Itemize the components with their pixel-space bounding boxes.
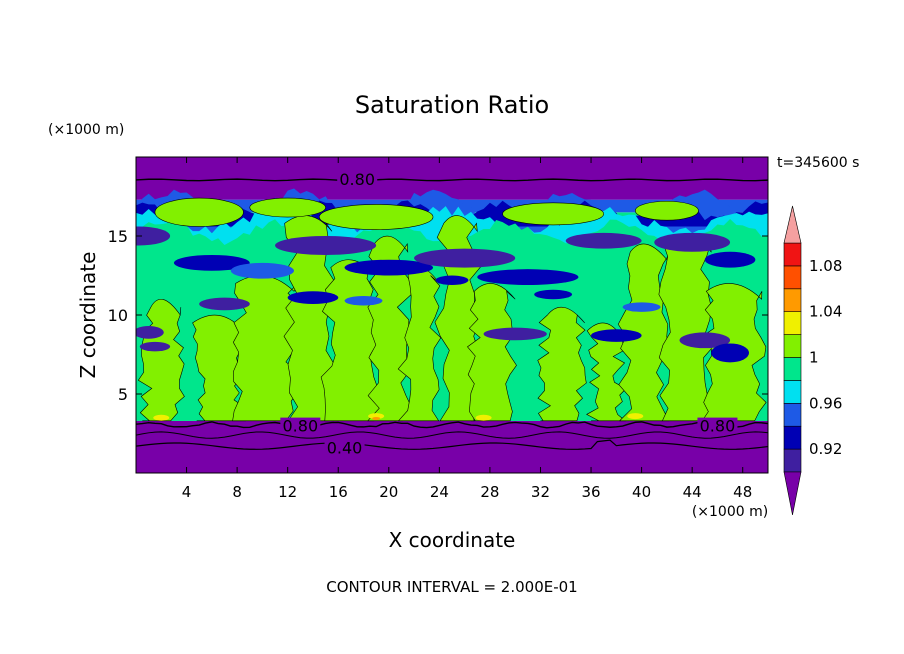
- contour-0-60-bottom: [136, 431, 768, 439]
- z-unit-label: (×1000 m): [48, 122, 124, 138]
- colorbar-swatch-9: [783, 242, 802, 267]
- dry-streak-0: [136, 226, 171, 246]
- dry-streak-3: [275, 236, 377, 255]
- x-tick-label-10: 44: [683, 483, 702, 501]
- x-tick-label-1: 8: [232, 483, 242, 501]
- upper-cloud-patch-1: [318, 204, 434, 230]
- y-axis-label: Z coordinate: [76, 252, 100, 379]
- x-axis: 4 8 12 16 20 24 28 32 36 40 44 48: [182, 157, 752, 501]
- dry-streak-21: [435, 275, 469, 285]
- y-axis: 5 10 15: [108, 227, 768, 404]
- dry-streak-17: [139, 341, 171, 352]
- dry-streak-1: [173, 254, 250, 271]
- x-tick-label-0: 4: [182, 483, 192, 501]
- contour-0-40-bottom: [136, 439, 768, 450]
- colorbar-swatch-0: [783, 448, 802, 473]
- x-unit-label: (×1000 m): [692, 504, 768, 520]
- colorbar-swatch-6: [783, 311, 802, 335]
- contour-label-2: 0.80: [700, 417, 736, 436]
- contour-label-0: 0.80: [339, 170, 375, 189]
- colorbar-label-1: 1.04: [809, 303, 842, 321]
- x-tick-label-11: 48: [733, 483, 752, 501]
- dry-streak-13: [591, 329, 642, 342]
- cloud-column-10: [586, 322, 627, 422]
- colorbar-label-4: 0.92: [809, 440, 842, 458]
- cloud-column-9: [537, 306, 587, 422]
- colorbar-over-arrow: [783, 205, 802, 244]
- supersaturated-spot-0: [368, 413, 385, 420]
- upper-cloud-patch-4: [249, 197, 326, 218]
- y-tick-label-1: 10: [108, 306, 128, 325]
- dry-streak-20: [534, 289, 573, 300]
- supersaturated-core: [372, 416, 381, 420]
- colorbar: 1.08 1.04 1 0.96 0.92: [783, 205, 842, 516]
- contour-interval-footer: CONTOUR INTERVAL = 2.000E-01: [326, 578, 577, 596]
- dry-streak-10: [199, 297, 250, 311]
- dry-streak-8: [654, 232, 731, 252]
- contour-label-3: 0.40: [327, 439, 363, 458]
- dry-streak-9: [704, 251, 756, 268]
- contour-label-bg-0: [337, 171, 378, 188]
- dry-streak-4: [344, 259, 434, 276]
- contour-label-1: 0.80: [283, 417, 319, 436]
- dry-streak-18: [344, 296, 383, 306]
- colorbar-swatch-4: [783, 357, 802, 381]
- x-tick-label-7: 32: [531, 483, 550, 501]
- x-tick-label-5: 24: [430, 483, 449, 501]
- dry-streak-7: [565, 232, 642, 249]
- cloud-column-3: [283, 215, 337, 422]
- contour-label-bg-1: [280, 417, 321, 434]
- upper-cloud-patch-3: [634, 200, 699, 221]
- x-tick-label-9: 40: [632, 483, 651, 501]
- chart-title: Saturation Ratio: [355, 91, 549, 119]
- upper-cloud-patch-2: [502, 202, 604, 226]
- dry-streak-11: [287, 291, 339, 304]
- time-label: t=345600 s: [777, 155, 859, 171]
- colorbar-swatch-5: [783, 334, 802, 358]
- colorbar-label-2: 1: [809, 349, 819, 367]
- contour-labels: 0.80 0.80 0.80 0.40: [280, 170, 738, 458]
- dry-streak-16: [136, 326, 164, 339]
- dry-streak-19: [622, 302, 661, 312]
- contour-label-bg-2: [697, 417, 738, 434]
- contour-0-80-bottom: [136, 421, 768, 429]
- dry-streak-2: [230, 262, 294, 279]
- x-tick-label-8: 36: [581, 483, 600, 501]
- colorbar-swatch-1: [783, 425, 802, 450]
- x-tick-label-2: 12: [278, 483, 297, 501]
- dry-streak-6: [477, 269, 579, 285]
- dry-streak-15: [711, 343, 750, 363]
- cloud-column-8: [467, 283, 517, 422]
- contour-0-80-top: [136, 178, 768, 182]
- contour-field: [136, 157, 768, 473]
- x-tick-label-3: 16: [329, 483, 348, 501]
- colorbar-swatch-3: [783, 380, 802, 404]
- contour-label-bg-3: [324, 439, 365, 456]
- colorbar-swatch-7: [783, 288, 802, 312]
- cloud-column-5: [367, 235, 413, 422]
- colorbar-label-0: 1.08: [809, 257, 842, 275]
- x-tick-label-6: 28: [480, 483, 499, 501]
- x-tick-label-4: 20: [379, 483, 398, 501]
- band-3: [136, 157, 768, 200]
- upper-cloud-patch-0: [154, 197, 244, 227]
- dry-streak-12: [483, 327, 547, 341]
- x-axis-label: X coordinate: [389, 528, 516, 552]
- colorbar-swatch-2: [783, 402, 802, 427]
- supersaturated-spot-2: [153, 414, 170, 421]
- supersaturated-spot-1: [627, 413, 644, 420]
- dry-streak-14: [679, 332, 731, 349]
- contour-lines: [136, 178, 768, 450]
- colorbar-label-3: 0.96: [809, 394, 842, 412]
- dry-streak-5: [414, 248, 516, 268]
- colorbar-swatch-8: [783, 265, 802, 290]
- colorbar-under-arrow: [783, 471, 802, 516]
- supersaturated-spot-3: [475, 414, 492, 421]
- y-tick-label-2: 15: [108, 227, 128, 246]
- y-tick-label-0: 5: [118, 385, 128, 404]
